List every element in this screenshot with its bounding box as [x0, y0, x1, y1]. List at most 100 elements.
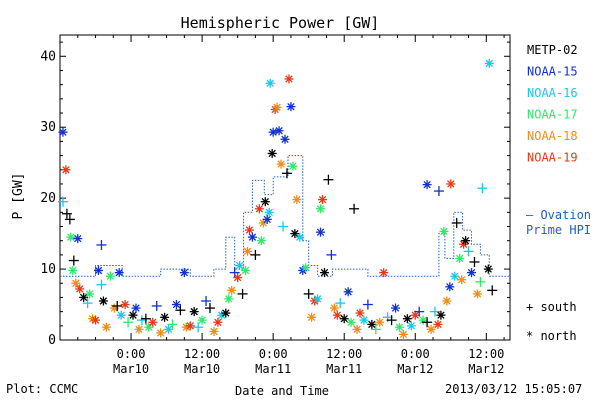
data-point-metp-02: [319, 268, 329, 278]
marker-stroke: [263, 215, 271, 224]
data-point-noaa-17: [85, 289, 95, 299]
legend-marker-south: + south: [526, 300, 577, 314]
data-point-noaa-15: [179, 268, 189, 278]
x-tick-time-label: 12:00: [326, 347, 362, 361]
data-points: [57, 58, 498, 339]
marker-stroke: [293, 195, 301, 204]
data-point-noaa-15: [362, 299, 373, 310]
marker-stroke: [320, 268, 329, 277]
marker-stroke: [461, 236, 470, 245]
marker-stroke: [198, 316, 206, 324]
data-point-noaa-18: [272, 102, 282, 112]
data-point-noaa-19: [332, 310, 342, 320]
data-point-noaa-17: [370, 324, 381, 335]
marker-stroke: [72, 279, 80, 287]
data-point-metp-02: [98, 296, 108, 306]
marker-stroke: [94, 266, 103, 275]
data-point-metp-02: [487, 285, 498, 296]
marker-stroke: [427, 325, 435, 334]
data-point-noaa-19: [446, 179, 456, 189]
data-point-noaa-15: [414, 306, 425, 317]
data-point-noaa-18: [329, 303, 339, 313]
data-point-noaa-15: [343, 287, 353, 297]
data-point-noaa-15: [229, 267, 240, 278]
marker-stroke: [180, 268, 189, 277]
data-point-metp-02: [339, 314, 349, 324]
data-point-noaa-19: [148, 317, 158, 327]
marker-stroke: [285, 75, 293, 83]
data-point-noaa-17: [316, 204, 326, 214]
marker-stroke: [182, 323, 191, 331]
marker-stroke: [376, 318, 384, 326]
data-point-noaa-16: [116, 310, 126, 320]
marker-stroke: [484, 265, 492, 273]
marker-stroke: [160, 313, 169, 322]
marker-stroke: [411, 311, 419, 319]
marker-stroke: [85, 290, 94, 298]
plot-timestamp: 2013/03/12 15:05:07: [445, 382, 583, 396]
data-point-noaa-16: [193, 322, 204, 333]
marker-stroke: [225, 295, 233, 303]
data-point-noaa-15: [58, 127, 68, 137]
data-point-noaa-18: [227, 285, 237, 295]
data-point-noaa-17: [288, 161, 298, 171]
x-tick-date-label: Mar10: [113, 362, 149, 376]
marker-stroke: [99, 297, 108, 305]
data-point-noaa-18: [426, 324, 436, 334]
data-point-metp-02: [112, 300, 123, 311]
data-point-metp-02: [349, 203, 360, 214]
data-point-noaa-18: [352, 324, 362, 334]
marker-stroke: [399, 330, 408, 339]
data-point-metp-02: [237, 288, 248, 299]
x-tick-time-label: 0:00: [117, 347, 146, 361]
data-point-metp-02: [436, 310, 446, 320]
marker-stroke: [446, 283, 454, 291]
x-tick-date-label: Mar11: [255, 362, 291, 376]
marker-stroke: [257, 236, 266, 245]
marker-stroke: [228, 286, 236, 295]
legend-item-noaa-17: NOAA-17: [527, 108, 578, 122]
data-point-noaa-17: [475, 276, 486, 287]
marker-stroke: [344, 288, 352, 296]
marker-stroke: [395, 323, 404, 331]
marker-stroke: [423, 180, 431, 189]
data-point-noaa-15: [422, 180, 432, 190]
data-point-noaa-18: [209, 326, 219, 336]
marker-stroke: [440, 227, 448, 236]
data-point-noaa-15: [114, 268, 124, 278]
marker-stroke: [340, 315, 348, 323]
data-point-metp-02: [140, 313, 151, 324]
data-point-noaa-19: [433, 319, 443, 329]
x-tick-date-label: Mar10: [184, 362, 220, 376]
plot-frame: [59, 34, 511, 341]
marker-stroke: [473, 290, 482, 298]
data-point-noaa-17: [301, 263, 311, 273]
data-point-noaa-18: [134, 324, 144, 334]
data-point-noaa-19: [355, 308, 365, 318]
marker-stroke: [255, 205, 264, 213]
y-tick-label: 40: [40, 49, 56, 64]
marker-stroke: [248, 233, 257, 241]
marker-stroke: [273, 103, 281, 112]
data-point-noaa-16: [484, 58, 494, 68]
marker-stroke: [235, 261, 244, 270]
marker-stroke: [245, 226, 254, 234]
data-point-noaa-18: [292, 195, 302, 205]
marker-stroke: [222, 309, 230, 317]
x-tick-time-label: 0:00: [401, 347, 430, 361]
data-point-metp-02: [367, 319, 377, 329]
marker-stroke: [164, 325, 173, 334]
marker-stroke: [149, 318, 157, 326]
marker-stroke: [59, 128, 67, 136]
x-tick-time-label: 12:00: [468, 347, 504, 361]
marker-stroke: [79, 293, 88, 302]
data-point-noaa-17: [346, 317, 356, 327]
marker-stroke: [443, 297, 451, 305]
data-point-noaa-17: [439, 226, 449, 236]
marker-stroke: [132, 304, 140, 312]
marker-stroke: [281, 135, 289, 143]
data-point-noaa-15: [445, 282, 455, 292]
y-axis-label: P [GW]: [11, 173, 26, 220]
data-point-noaa-17: [66, 232, 76, 242]
